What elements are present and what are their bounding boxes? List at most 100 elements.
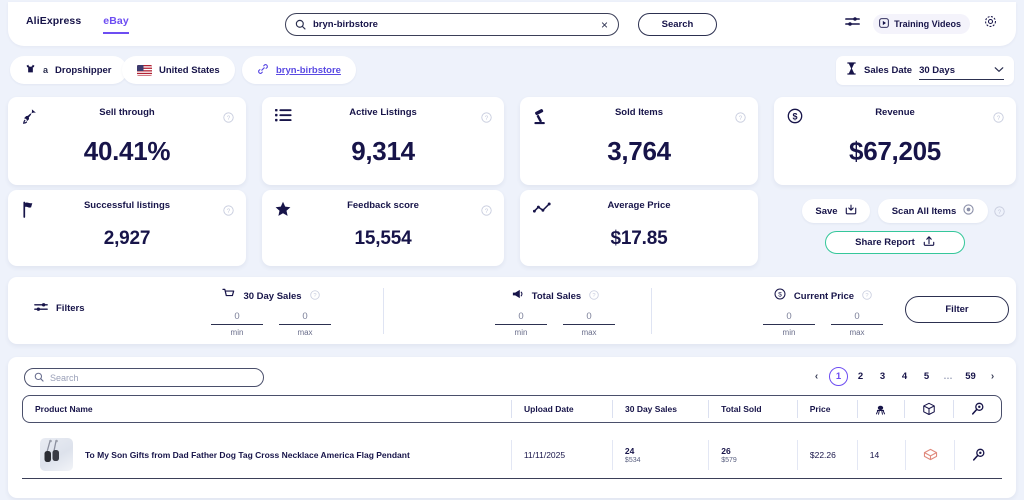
chip-country-label: United States — [159, 64, 220, 76]
help-icon[interactable]: ? — [223, 110, 234, 128]
pagination-page-1[interactable]: 1 — [829, 367, 848, 386]
apply-filter-button[interactable]: Filter — [905, 296, 1009, 323]
filter-max-label: max — [297, 328, 313, 337]
stat-card-sell-through: Sell through ? 40.41% — [8, 97, 246, 185]
scan-all-items-button[interactable]: Scan All Items — [878, 199, 988, 223]
sliders-icon[interactable] — [845, 15, 861, 33]
table-row[interactable]: To My Son Gifts from Dad Father Dog Tag … — [22, 431, 1002, 479]
filter-group-title: Total Sales — [531, 290, 582, 302]
column-upload-date[interactable]: Upload Date — [511, 400, 612, 418]
chip-seller-label[interactable]: bryn-birbstore — [276, 64, 341, 76]
filter-max-total-sales[interactable]: 0 max — [563, 311, 615, 337]
help-icon[interactable]: ? — [994, 204, 1005, 222]
pagination-prev[interactable]: ‹ — [814, 371, 819, 382]
search-icon — [34, 369, 44, 387]
filter-min-label: min — [514, 328, 528, 337]
stat-value: 3,764 — [607, 136, 671, 166]
filter-max-current-price[interactable]: 0 max — [831, 311, 883, 337]
shirt-icon — [25, 63, 36, 77]
filters-label-group: Filters — [34, 301, 85, 316]
results-search-input[interactable] — [50, 372, 263, 383]
column-30-day-sales[interactable]: 30 Day Sales — [612, 400, 708, 418]
stat-card-active-listings: Active Listings ? 9,314 — [262, 97, 504, 185]
help-icon[interactable]: ? — [309, 287, 320, 305]
pagination-page-4[interactable]: 4 — [901, 371, 908, 382]
save-button[interactable]: Save — [802, 199, 870, 223]
filter-max-value: 0 — [563, 311, 615, 325]
stat-value: $67,205 — [849, 136, 941, 166]
cell-magnifier-icon[interactable] — [954, 439, 1002, 470]
svg-text:?: ? — [866, 293, 869, 299]
filter-min-current-price[interactable]: 0 min — [763, 311, 815, 337]
filter-chip-row: a Dropshipper United States — [0, 56, 1024, 86]
top-bar: AliExpress eBay × Search — [8, 2, 1016, 46]
gear-icon[interactable] — [983, 14, 998, 34]
save-label: Save — [815, 205, 838, 217]
help-icon[interactable]: ? — [223, 203, 234, 221]
stat-title: Active Listings — [349, 106, 417, 118]
list-icon — [275, 108, 292, 128]
filter-min-30-day-sales[interactable]: 0 min — [211, 311, 263, 337]
column-product-name[interactable]: Product Name — [35, 404, 93, 414]
flag-icon — [21, 201, 37, 223]
pagination-ellipsis: … — [943, 371, 954, 382]
search-input[interactable] — [313, 19, 601, 30]
pagination-page-3[interactable]: 3 — [879, 371, 886, 382]
filter-max-value: 0 — [279, 311, 331, 325]
chevron-down-icon — [994, 65, 1004, 76]
filter-group-title: Current Price — [793, 290, 855, 302]
dollar-circle-icon: $ — [787, 108, 803, 129]
help-icon[interactable]: ? — [993, 110, 1004, 128]
pagination-next[interactable]: › — [990, 371, 995, 382]
tab-ebay[interactable]: eBay — [103, 15, 129, 34]
training-videos-button[interactable]: Training Videos — [873, 14, 970, 34]
column-magnifier-icon[interactable] — [953, 400, 1001, 418]
stat-value: 2,927 — [103, 228, 151, 249]
pagination-page-59[interactable]: 59 — [965, 371, 976, 382]
filter-min-value: 0 — [211, 311, 263, 325]
help-icon[interactable]: ? — [481, 110, 492, 128]
chip-seller[interactable]: bryn-birbstore — [242, 56, 356, 84]
filter-min-total-sales[interactable]: 0 min — [495, 311, 547, 337]
column-box-icon[interactable] — [904, 400, 953, 418]
training-videos-label: Training Videos — [894, 19, 961, 29]
help-icon[interactable]: ? — [589, 287, 599, 305]
filter-max-30-day-sales[interactable]: 0 max — [279, 311, 331, 337]
filters-icon — [34, 301, 48, 316]
search-bar: × — [285, 13, 619, 36]
filter-max-value: 0 — [831, 311, 883, 325]
help-icon[interactable]: ? — [735, 110, 746, 128]
stat-card-successful-listings: Successful listings ? 2,927 — [8, 190, 246, 266]
svg-text:?: ? — [998, 209, 1002, 216]
sales-date-dropdown[interactable]: 30 Days — [919, 61, 1004, 80]
filter-group-30-day-sales: 30 Day Sales ? 0 min 0 max — [156, 287, 386, 337]
pagination-page-2[interactable]: 2 — [857, 371, 864, 382]
help-icon[interactable]: ? — [481, 203, 492, 221]
svg-text:$: $ — [778, 292, 782, 299]
stat-card-revenue: $ Revenue ? $67,205 — [774, 97, 1016, 185]
results-search — [24, 368, 264, 387]
sales-30-day-revenue: $534 — [624, 456, 641, 464]
pagination-page-5[interactable]: 5 — [923, 371, 930, 382]
help-icon[interactable]: ? — [862, 287, 872, 305]
column-total-sold[interactable]: Total Sold — [708, 400, 797, 418]
tab-aliexpress[interactable]: AliExpress — [26, 14, 82, 27]
column-spider-icon[interactable] — [856, 400, 905, 418]
filter-max-label: max — [581, 328, 597, 337]
cell-price: $22.26 — [796, 439, 857, 470]
chip-dropshipper[interactable]: a Dropshipper — [10, 56, 127, 84]
chip-country[interactable]: United States — [122, 56, 235, 84]
column-price[interactable]: Price — [796, 400, 857, 418]
svg-text:?: ? — [739, 115, 743, 122]
filter-group-total-sales: Total Sales ? 0 min 0 max — [440, 287, 670, 337]
filters-panel: Filters 30 Day Sales ? 0 min 0 — [8, 277, 1016, 344]
cell-package-icon[interactable] — [905, 439, 954, 470]
star-icon — [275, 201, 291, 222]
search-button[interactable]: Search — [638, 13, 717, 36]
clear-search-icon[interactable]: × — [600, 17, 608, 32]
amazon-a-icon: a — [43, 65, 49, 75]
share-report-button[interactable]: Share Report — [825, 231, 965, 254]
rocket-icon — [21, 108, 38, 130]
table-header: Product Name Upload Date 30 Day Sales To… — [22, 395, 1002, 423]
coin-icon: $ — [774, 287, 786, 305]
